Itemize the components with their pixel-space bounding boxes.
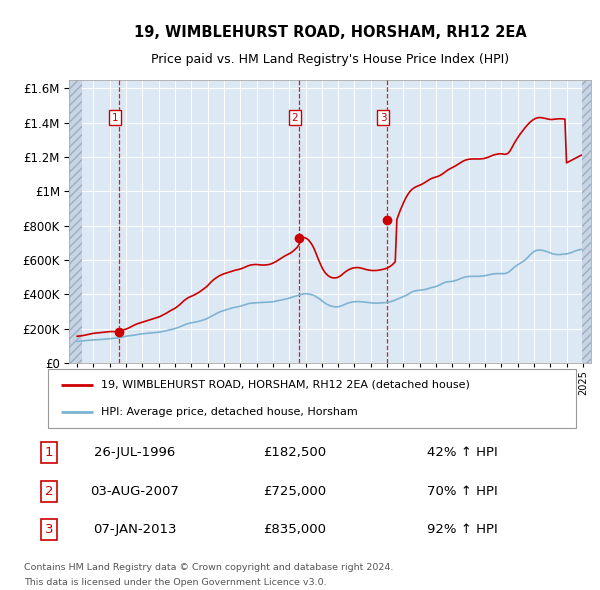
Text: 70% ↑ HPI: 70% ↑ HPI bbox=[427, 484, 498, 498]
Text: 92% ↑ HPI: 92% ↑ HPI bbox=[427, 523, 498, 536]
FancyBboxPatch shape bbox=[48, 369, 576, 428]
Text: Price paid vs. HM Land Registry's House Price Index (HPI): Price paid vs. HM Land Registry's House … bbox=[151, 53, 509, 65]
Text: 07-JAN-2013: 07-JAN-2013 bbox=[92, 523, 176, 536]
Text: 3: 3 bbox=[380, 113, 386, 123]
Text: 26-JUL-1996: 26-JUL-1996 bbox=[94, 446, 175, 459]
Text: 3: 3 bbox=[44, 523, 53, 536]
Text: 1: 1 bbox=[44, 446, 53, 459]
Text: £182,500: £182,500 bbox=[263, 446, 326, 459]
Text: HPI: Average price, detached house, Horsham: HPI: Average price, detached house, Hors… bbox=[101, 407, 358, 417]
Text: Contains HM Land Registry data © Crown copyright and database right 2024.: Contains HM Land Registry data © Crown c… bbox=[24, 563, 394, 572]
Text: 42% ↑ HPI: 42% ↑ HPI bbox=[427, 446, 498, 459]
Text: 19, WIMBLEHURST ROAD, HORSHAM, RH12 2EA: 19, WIMBLEHURST ROAD, HORSHAM, RH12 2EA bbox=[134, 25, 526, 40]
Text: 19, WIMBLEHURST ROAD, HORSHAM, RH12 2EA (detached house): 19, WIMBLEHURST ROAD, HORSHAM, RH12 2EA … bbox=[101, 380, 470, 389]
Text: 03-AUG-2007: 03-AUG-2007 bbox=[90, 484, 179, 498]
Text: 1: 1 bbox=[112, 113, 118, 123]
Text: 2: 2 bbox=[292, 113, 298, 123]
Text: 2: 2 bbox=[44, 484, 53, 498]
Bar bbox=[582, 80, 591, 363]
Text: £835,000: £835,000 bbox=[263, 523, 326, 536]
Bar bbox=[69, 80, 82, 363]
Text: This data is licensed under the Open Government Licence v3.0.: This data is licensed under the Open Gov… bbox=[24, 578, 326, 588]
Text: £725,000: £725,000 bbox=[263, 484, 326, 498]
